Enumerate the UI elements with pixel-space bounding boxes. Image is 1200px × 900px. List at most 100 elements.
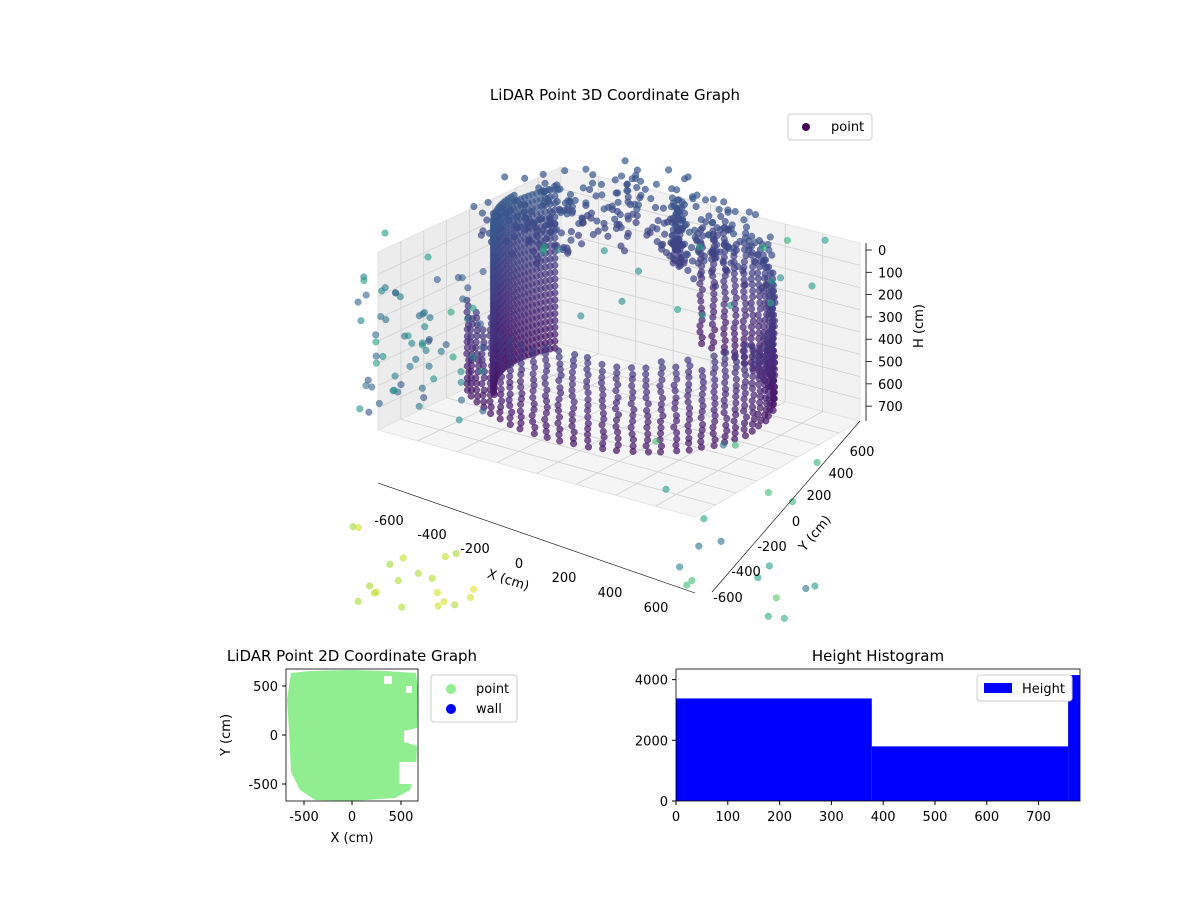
data-point bbox=[555, 395, 563, 403]
data-point bbox=[749, 367, 757, 375]
data-point bbox=[659, 412, 667, 420]
data-point bbox=[749, 317, 757, 325]
data-point bbox=[750, 355, 758, 363]
data-point bbox=[516, 425, 524, 433]
data-point bbox=[480, 398, 488, 406]
data-point bbox=[644, 430, 652, 438]
data-point bbox=[394, 577, 402, 585]
data-point bbox=[624, 229, 632, 237]
legend-hist: Height bbox=[976, 674, 1073, 702]
data-point bbox=[742, 413, 751, 421]
data-point bbox=[685, 380, 693, 388]
data-point bbox=[632, 171, 640, 179]
data-point bbox=[516, 407, 524, 415]
data-point bbox=[571, 351, 579, 359]
data-point bbox=[644, 448, 653, 456]
data-point bbox=[399, 554, 407, 562]
data-point bbox=[765, 562, 773, 570]
data-point bbox=[748, 242, 756, 250]
data-point bbox=[658, 364, 666, 372]
data-point bbox=[776, 274, 785, 282]
data-point bbox=[642, 376, 650, 384]
data-point bbox=[360, 276, 368, 285]
legend-2d: point wall bbox=[430, 674, 518, 723]
data-point bbox=[766, 328, 774, 336]
data-point bbox=[740, 293, 748, 302]
data-point bbox=[479, 326, 487, 334]
data-point bbox=[643, 406, 651, 415]
y-tick-label: 2000 bbox=[635, 734, 668, 749]
data-point bbox=[598, 367, 606, 375]
data-point bbox=[441, 553, 449, 561]
data-point bbox=[479, 407, 487, 415]
data-point bbox=[566, 190, 575, 199]
data-point bbox=[567, 236, 575, 244]
data-point bbox=[722, 349, 730, 357]
data-point bbox=[765, 263, 773, 271]
data-point bbox=[478, 356, 486, 364]
data-point bbox=[620, 247, 629, 255]
data-point bbox=[756, 263, 764, 271]
data-point bbox=[440, 598, 448, 606]
data-point bbox=[442, 341, 450, 349]
data-point bbox=[406, 362, 414, 370]
data-point bbox=[740, 347, 748, 355]
data-point bbox=[762, 345, 770, 353]
data-point bbox=[742, 229, 750, 237]
data-point bbox=[721, 367, 729, 375]
gap bbox=[406, 686, 412, 693]
data-point bbox=[749, 293, 757, 301]
data-point bbox=[569, 434, 577, 443]
data-point bbox=[486, 385, 494, 393]
data-point bbox=[672, 238, 680, 246]
data-point bbox=[740, 335, 748, 343]
gridline bbox=[560, 188, 861, 266]
x-tick-label: 400 bbox=[598, 586, 623, 601]
data-point bbox=[720, 253, 728, 261]
data-point bbox=[497, 403, 505, 411]
data-point bbox=[740, 425, 748, 433]
data-point bbox=[661, 230, 669, 238]
data-point bbox=[472, 338, 480, 346]
chart-2d: LiDAR Point 2D Coordinate Graph -500 0 5… bbox=[219, 647, 518, 846]
x-axis-line bbox=[377, 482, 696, 594]
data-point bbox=[659, 204, 667, 212]
data-point bbox=[658, 376, 666, 384]
data-point bbox=[594, 227, 602, 235]
data-point bbox=[802, 584, 810, 593]
x-tick-label: -600 bbox=[374, 514, 404, 529]
data-point bbox=[449, 353, 457, 361]
y-axis-line bbox=[711, 420, 861, 593]
data-point bbox=[567, 228, 575, 236]
data-point bbox=[709, 248, 717, 257]
legend-marker-point bbox=[802, 123, 810, 131]
data-point bbox=[668, 185, 676, 193]
data-point bbox=[497, 373, 506, 381]
data-point bbox=[612, 405, 620, 413]
legend-label-height: Height bbox=[1022, 682, 1065, 697]
data-point bbox=[584, 419, 592, 428]
data-point bbox=[506, 390, 514, 398]
data-point bbox=[747, 299, 755, 307]
data-point bbox=[530, 430, 538, 438]
data-point bbox=[721, 265, 730, 273]
gridline bbox=[655, 411, 823, 507]
data-point bbox=[433, 275, 441, 284]
data-point bbox=[741, 432, 750, 440]
data-point bbox=[748, 403, 757, 411]
data-point bbox=[490, 225, 498, 233]
data-point bbox=[721, 307, 729, 315]
data-point bbox=[521, 174, 529, 182]
data-point bbox=[457, 378, 465, 386]
data-point bbox=[697, 216, 705, 224]
data-point bbox=[487, 313, 495, 322]
data-point bbox=[570, 428, 578, 436]
data-point bbox=[583, 353, 591, 362]
data-point bbox=[455, 416, 463, 424]
data-point bbox=[672, 363, 680, 371]
data-point bbox=[762, 363, 770, 371]
z-tick-label: 600 bbox=[878, 378, 903, 393]
data-point bbox=[705, 212, 713, 220]
data-point bbox=[699, 384, 707, 392]
data-point bbox=[658, 394, 667, 402]
